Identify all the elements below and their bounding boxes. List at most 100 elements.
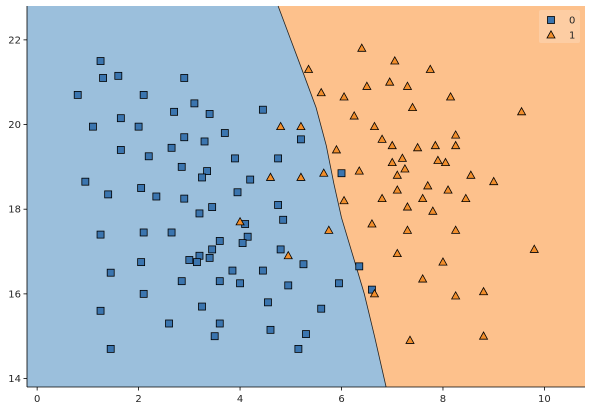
class-0-point [144, 152, 153, 161]
class-0-point [215, 237, 224, 245]
legend-label-1: 1 [569, 31, 575, 42]
y-tick-label: 20 [8, 120, 21, 131]
class-1-point [407, 102, 418, 111]
class-0-point [139, 228, 148, 237]
class-1-point [339, 91, 349, 101]
x-tick-label: 4 [237, 394, 243, 405]
class-0-point [185, 256, 194, 264]
class-0-point [89, 122, 97, 131]
class-0-point [195, 209, 204, 218]
class-0-point [139, 91, 148, 99]
class-0-point [165, 319, 173, 328]
legend: 01 [539, 10, 580, 43]
x-axis: 0 2 4 6 8 10 [27, 386, 585, 405]
class-0-point [299, 260, 308, 269]
class-1-point [478, 331, 489, 340]
class-0-point [238, 239, 247, 247]
class-1-point [461, 193, 471, 203]
class-0-point [177, 162, 186, 171]
class-1-point [354, 166, 364, 175]
class-0-point [200, 137, 209, 146]
class-0-point [134, 122, 143, 131]
class-0-point [276, 245, 285, 254]
class-0-point [167, 228, 176, 237]
class-0-point [355, 262, 364, 271]
class-0-point [96, 306, 105, 315]
class-1-point [296, 121, 306, 131]
class-0-point [236, 279, 244, 288]
class-0-point [215, 319, 224, 328]
class-1-point [235, 216, 245, 226]
x-tick-label: 2 [135, 394, 141, 405]
class-0-point [96, 230, 105, 239]
class-1-point [405, 335, 415, 344]
class-1-point [377, 193, 387, 203]
class-1-point [316, 87, 326, 97]
class-0-point [137, 258, 146, 267]
class-0-point [294, 344, 303, 353]
class-0-point [81, 177, 90, 186]
y-tick-label: 18 [8, 205, 21, 216]
class-0-point [220, 129, 229, 137]
class-0-point [106, 268, 115, 277]
class-0-point [210, 332, 219, 341]
y-tick-label: 16 [8, 289, 21, 300]
class-0-point [116, 114, 125, 123]
class-0-point [274, 201, 283, 209]
class-1-point [400, 163, 410, 173]
class-0-point [274, 154, 283, 163]
class-1-point [275, 121, 286, 131]
class-0-point [208, 203, 217, 211]
class-0-point [139, 289, 148, 298]
class-1-point [450, 290, 461, 300]
class-1-point [357, 43, 367, 52]
class-1-point [402, 202, 413, 211]
class-1-point [450, 225, 461, 234]
class-0-point [137, 184, 146, 192]
class-1-point [367, 218, 377, 228]
class-1-point [349, 111, 359, 120]
class-0-point [228, 266, 237, 275]
class-0-point [258, 266, 267, 275]
class-1-point [450, 140, 461, 150]
class-1-point [362, 81, 372, 90]
class-1-point [392, 248, 402, 258]
class-0-point [279, 215, 288, 224]
class-0-point [73, 91, 82, 99]
y-tick-label: 14 [8, 374, 21, 385]
class-1-point [440, 157, 451, 167]
class-0-point [198, 302, 206, 311]
legend-label-0: 0 [569, 16, 575, 27]
class-0-point [335, 279, 343, 288]
class-0-point [246, 175, 255, 184]
class-1-point [397, 153, 408, 162]
class-0-point [116, 146, 125, 154]
class-1-point [331, 144, 342, 154]
class-0-point [180, 194, 189, 203]
class-0-point [177, 277, 186, 286]
class-1-point [390, 56, 400, 65]
class-0-point [243, 232, 252, 241]
class-0-point [152, 192, 161, 201]
class-0-point [170, 107, 179, 116]
class-0-point [190, 99, 199, 108]
x-tick-label: 6 [338, 394, 344, 405]
class-0-point [337, 169, 346, 178]
class-1-point [392, 170, 402, 179]
class-1-point [423, 180, 433, 190]
y-axis: 14 16 18 20 22 [8, 6, 28, 387]
class-0-point [368, 285, 376, 294]
class-1-point [450, 130, 461, 139]
class-1-point [339, 195, 349, 205]
class-1-point [466, 170, 476, 179]
x-tick-label: 8 [440, 394, 446, 405]
class-0-point [264, 298, 272, 307]
class-1-point [377, 134, 387, 143]
class-0-point [180, 74, 189, 82]
class-0-point [114, 71, 123, 80]
class-0-point [180, 133, 189, 142]
class-0-point [167, 143, 176, 152]
class-1-point [489, 176, 499, 186]
class-0-point [284, 281, 293, 290]
